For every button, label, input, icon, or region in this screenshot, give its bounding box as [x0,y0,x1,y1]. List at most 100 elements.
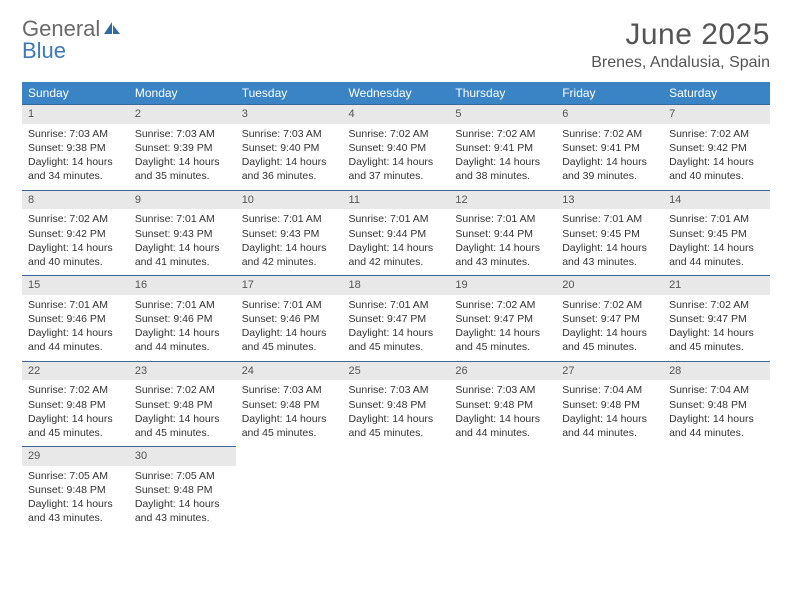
day-details: Sunrise: 7:02 AMSunset: 9:42 PMDaylight:… [663,124,770,190]
day-details: Sunrise: 7:03 AMSunset: 9:38 PMDaylight:… [22,124,129,190]
day-details: Sunrise: 7:01 AMSunset: 9:46 PMDaylight:… [236,295,343,361]
day-number: 6 [556,104,663,124]
sunrise-text: Sunrise: 7:02 AM [669,127,764,141]
sunset-text: Sunset: 9:47 PM [349,312,444,326]
sunrise-text: Sunrise: 7:01 AM [135,212,230,226]
daylight-text: Daylight: 14 hours and 44 minutes. [669,412,764,440]
calendar-row: 29Sunrise: 7:05 AMSunset: 9:48 PMDayligh… [22,446,770,532]
calendar-row: 15Sunrise: 7:01 AMSunset: 9:46 PMDayligh… [22,275,770,361]
sunrise-text: Sunrise: 7:02 AM [455,127,550,141]
sunset-text: Sunset: 9:48 PM [242,398,337,412]
calendar-cell: 26Sunrise: 7:03 AMSunset: 9:48 PMDayligh… [449,361,556,447]
sunset-text: Sunset: 9:47 PM [562,312,657,326]
day-details: Sunrise: 7:02 AMSunset: 9:41 PMDaylight:… [556,124,663,190]
day-number: 5 [449,104,556,124]
sunrise-text: Sunrise: 7:03 AM [242,383,337,397]
daylight-text: Daylight: 14 hours and 45 minutes. [349,326,444,354]
calendar-row: 1Sunrise: 7:03 AMSunset: 9:38 PMDaylight… [22,104,770,190]
day-number: 10 [236,190,343,210]
day-number: 28 [663,361,770,381]
day-details: Sunrise: 7:03 AMSunset: 9:48 PMDaylight:… [236,380,343,446]
calendar-cell: 14Sunrise: 7:01 AMSunset: 9:45 PMDayligh… [663,190,770,276]
daylight-text: Daylight: 14 hours and 34 minutes. [28,155,123,183]
daylight-text: Daylight: 14 hours and 43 minutes. [455,241,550,269]
day-number: 17 [236,275,343,295]
sunset-text: Sunset: 9:44 PM [455,227,550,241]
calendar-cell: 12Sunrise: 7:01 AMSunset: 9:44 PMDayligh… [449,190,556,276]
daylight-text: Daylight: 14 hours and 42 minutes. [349,241,444,269]
day-details: Sunrise: 7:01 AMSunset: 9:45 PMDaylight:… [556,209,663,275]
calendar-cell: 20Sunrise: 7:02 AMSunset: 9:47 PMDayligh… [556,275,663,361]
daylight-text: Daylight: 14 hours and 45 minutes. [669,326,764,354]
sunset-text: Sunset: 9:45 PM [562,227,657,241]
sunrise-text: Sunrise: 7:03 AM [455,383,550,397]
daylight-text: Daylight: 14 hours and 39 minutes. [562,155,657,183]
daylight-text: Daylight: 14 hours and 44 minutes. [135,326,230,354]
daylight-text: Daylight: 14 hours and 42 minutes. [242,241,337,269]
sunset-text: Sunset: 9:46 PM [28,312,123,326]
day-number: 19 [449,275,556,295]
weekday-tuesday: Tuesday [236,82,343,104]
calendar-cell: 25Sunrise: 7:03 AMSunset: 9:48 PMDayligh… [343,361,450,447]
logo-sail-icon [102,18,122,40]
calendar-cell: 19Sunrise: 7:02 AMSunset: 9:47 PMDayligh… [449,275,556,361]
sunrise-text: Sunrise: 7:02 AM [455,298,550,312]
calendar-cell: 22 Sunrise: 7:02 AMSunset: 9:48 PMDayligh… [22,361,129,447]
sunset-text: Sunset: 9:48 PM [28,483,123,497]
sunset-text: Sunset: 9:48 PM [669,398,764,412]
daylight-text: Daylight: 14 hours and 36 minutes. [242,155,337,183]
sunset-text: Sunset: 9:47 PM [455,312,550,326]
sunset-text: Sunset: 9:46 PM [242,312,337,326]
calendar-cell: 17Sunrise: 7:01 AMSunset: 9:46 PMDayligh… [236,275,343,361]
calendar-row: 22Sunrise: 7:02 AMSunset: 9:48 PMDayligh… [22,361,770,447]
sunset-text: Sunset: 9:48 PM [135,483,230,497]
daylight-text: Daylight: 14 hours and 45 minutes. [562,326,657,354]
day-details: Sunrise: 7:01 AMSunset: 9:43 PMDaylight:… [129,209,236,275]
sunrise-text: Sunrise: 7:03 AM [242,127,337,141]
sunset-text: Sunset: 9:43 PM [135,227,230,241]
day-number: 29 [22,446,129,466]
day-details: Sunrise: 7:03 AMSunset: 9:40 PMDaylight:… [236,124,343,190]
day-number: 30 [129,446,236,466]
calendar-table: Sunday Monday Tuesday Wednesday Thursday… [22,82,770,532]
calendar-cell [236,446,343,532]
sunrise-text: Sunrise: 7:03 AM [349,383,444,397]
sunrise-text: Sunrise: 7:01 AM [455,212,550,226]
sunset-text: Sunset: 9:48 PM [28,398,123,412]
day-details: Sunrise: 7:01 AMSunset: 9:44 PMDaylight:… [449,209,556,275]
calendar-cell: 24Sunrise: 7:03 AMSunset: 9:48 PMDayligh… [236,361,343,447]
sunrise-text: Sunrise: 7:01 AM [349,298,444,312]
logo-text-blue: Blue [22,38,66,63]
daylight-text: Daylight: 14 hours and 40 minutes. [28,241,123,269]
calendar-row: 8Sunrise: 7:02 AMSunset: 9:42 PMDaylight… [22,190,770,276]
daylight-text: Daylight: 14 hours and 44 minutes. [455,412,550,440]
day-details: Sunrise: 7:04 AMSunset: 9:48 PMDaylight:… [663,380,770,446]
sunset-text: Sunset: 9:40 PM [242,141,337,155]
sunrise-text: Sunrise: 7:01 AM [242,212,337,226]
sunrise-text: Sunrise: 7:05 AM [135,469,230,483]
calendar-cell: 13Sunrise: 7:01 AMSunset: 9:45 PMDayligh… [556,190,663,276]
sunrise-text: Sunrise: 7:01 AM [562,212,657,226]
day-details: Sunrise: 7:01 AMSunset: 9:45 PMDaylight:… [663,209,770,275]
calendar-cell: 27Sunrise: 7:04 AMSunset: 9:48 PMDayligh… [556,361,663,447]
sunrise-text: Sunrise: 7:05 AM [28,469,123,483]
sunrise-text: Sunrise: 7:02 AM [28,383,123,397]
weekday-saturday: Saturday [663,82,770,104]
sunrise-text: Sunrise: 7:03 AM [28,127,123,141]
daylight-text: Daylight: 14 hours and 43 minutes. [28,497,123,525]
calendar-body: 1Sunrise: 7:03 AMSunset: 9:38 PMDaylight… [22,104,770,532]
location-label: Brenes, Andalusia, Spain [591,54,770,72]
daylight-text: Daylight: 14 hours and 44 minutes. [562,412,657,440]
daylight-text: Daylight: 14 hours and 45 minutes. [28,412,123,440]
sunrise-text: Sunrise: 7:01 AM [135,298,230,312]
sunrise-text: Sunrise: 7:02 AM [669,298,764,312]
day-number: 22 [22,361,129,381]
weekday-thursday: Thursday [449,82,556,104]
day-number: 1 [22,104,129,124]
calendar-cell: 16Sunrise: 7:01 AMSunset: 9:46 PMDayligh… [129,275,236,361]
daylight-text: Daylight: 14 hours and 44 minutes. [28,326,123,354]
day-details: Sunrise: 7:01 AMSunset: 9:46 PMDaylight:… [129,295,236,361]
day-number: 8 [22,190,129,210]
sunset-text: Sunset: 9:48 PM [349,398,444,412]
daylight-text: Daylight: 14 hours and 40 minutes. [669,155,764,183]
